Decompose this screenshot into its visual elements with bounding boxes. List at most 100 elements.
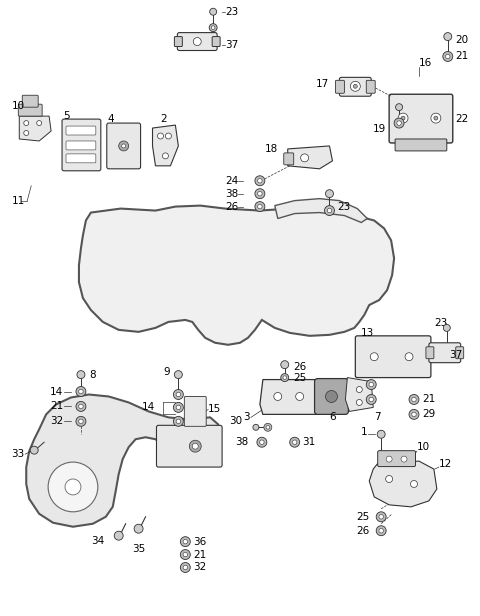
Circle shape	[397, 121, 401, 125]
Circle shape	[173, 416, 183, 426]
Circle shape	[76, 402, 86, 411]
Text: 3: 3	[243, 412, 250, 423]
Circle shape	[264, 423, 272, 431]
Circle shape	[431, 113, 441, 123]
Circle shape	[444, 325, 450, 331]
Circle shape	[409, 394, 419, 405]
FancyBboxPatch shape	[174, 36, 182, 47]
Circle shape	[77, 371, 85, 379]
Circle shape	[376, 525, 386, 536]
Text: 23: 23	[225, 7, 239, 17]
Circle shape	[376, 512, 386, 522]
Circle shape	[398, 113, 408, 123]
Circle shape	[183, 553, 188, 557]
Text: 21: 21	[422, 394, 435, 405]
Circle shape	[65, 479, 81, 495]
Text: 23: 23	[337, 201, 351, 211]
Text: 21: 21	[50, 402, 63, 411]
Circle shape	[192, 444, 198, 449]
Circle shape	[24, 121, 29, 126]
Circle shape	[79, 389, 83, 394]
Circle shape	[325, 190, 334, 198]
Circle shape	[394, 118, 404, 128]
Text: 7: 7	[374, 412, 381, 423]
Circle shape	[369, 383, 373, 387]
Text: 27: 27	[341, 379, 354, 389]
Text: 26: 26	[356, 525, 369, 536]
Polygon shape	[275, 198, 367, 222]
Text: 33: 33	[12, 449, 24, 459]
Circle shape	[266, 426, 270, 429]
Text: 17: 17	[316, 79, 329, 89]
Circle shape	[409, 410, 419, 419]
Circle shape	[385, 476, 393, 482]
Circle shape	[122, 144, 126, 148]
FancyBboxPatch shape	[429, 342, 461, 363]
Circle shape	[366, 394, 376, 405]
Text: 38: 38	[235, 437, 248, 447]
Circle shape	[379, 529, 384, 533]
Text: 31: 31	[302, 437, 316, 447]
Text: 2: 2	[160, 114, 167, 124]
Polygon shape	[346, 378, 373, 411]
Circle shape	[296, 392, 304, 400]
FancyBboxPatch shape	[66, 154, 96, 163]
Text: 30: 30	[229, 416, 242, 426]
Polygon shape	[79, 206, 394, 345]
FancyBboxPatch shape	[66, 126, 96, 135]
Polygon shape	[26, 394, 220, 527]
Circle shape	[350, 81, 360, 91]
Polygon shape	[19, 116, 51, 141]
Text: 10: 10	[417, 442, 430, 452]
Text: 13: 13	[361, 328, 374, 338]
Circle shape	[48, 462, 98, 512]
FancyBboxPatch shape	[178, 33, 217, 51]
Circle shape	[255, 201, 265, 211]
FancyBboxPatch shape	[336, 80, 344, 93]
FancyBboxPatch shape	[395, 139, 447, 151]
Circle shape	[183, 540, 188, 544]
Text: 32: 32	[193, 562, 206, 572]
Circle shape	[325, 391, 337, 402]
Text: 38: 38	[225, 188, 238, 199]
Text: 5: 5	[63, 111, 69, 121]
Text: 24: 24	[225, 176, 238, 186]
Text: 28: 28	[341, 394, 354, 405]
Circle shape	[24, 131, 29, 136]
Circle shape	[410, 480, 418, 487]
Text: 10: 10	[12, 101, 24, 111]
Circle shape	[211, 26, 215, 30]
Circle shape	[76, 387, 86, 397]
Circle shape	[157, 133, 164, 139]
FancyBboxPatch shape	[184, 397, 206, 426]
Text: 29: 29	[422, 410, 435, 419]
Circle shape	[174, 371, 182, 379]
Circle shape	[370, 353, 378, 361]
Circle shape	[445, 54, 450, 59]
Circle shape	[258, 205, 262, 209]
Text: 4: 4	[108, 114, 114, 124]
FancyBboxPatch shape	[314, 379, 348, 415]
Polygon shape	[153, 125, 179, 166]
FancyBboxPatch shape	[426, 347, 434, 359]
Text: 26: 26	[225, 201, 238, 211]
Text: 21: 21	[193, 549, 206, 559]
FancyBboxPatch shape	[18, 104, 42, 116]
Polygon shape	[369, 461, 437, 507]
Circle shape	[189, 440, 201, 452]
Circle shape	[353, 84, 357, 88]
Circle shape	[114, 531, 123, 540]
Text: 15: 15	[208, 405, 221, 415]
Polygon shape	[288, 146, 333, 169]
Circle shape	[255, 188, 265, 198]
Circle shape	[257, 437, 267, 447]
Text: 37: 37	[225, 39, 239, 49]
Text: 6: 6	[329, 412, 336, 423]
Text: 37: 37	[449, 350, 462, 360]
Circle shape	[281, 374, 288, 381]
Text: 35: 35	[132, 543, 145, 554]
FancyBboxPatch shape	[456, 347, 464, 359]
Circle shape	[76, 416, 86, 426]
Circle shape	[401, 116, 405, 120]
FancyBboxPatch shape	[339, 78, 371, 96]
